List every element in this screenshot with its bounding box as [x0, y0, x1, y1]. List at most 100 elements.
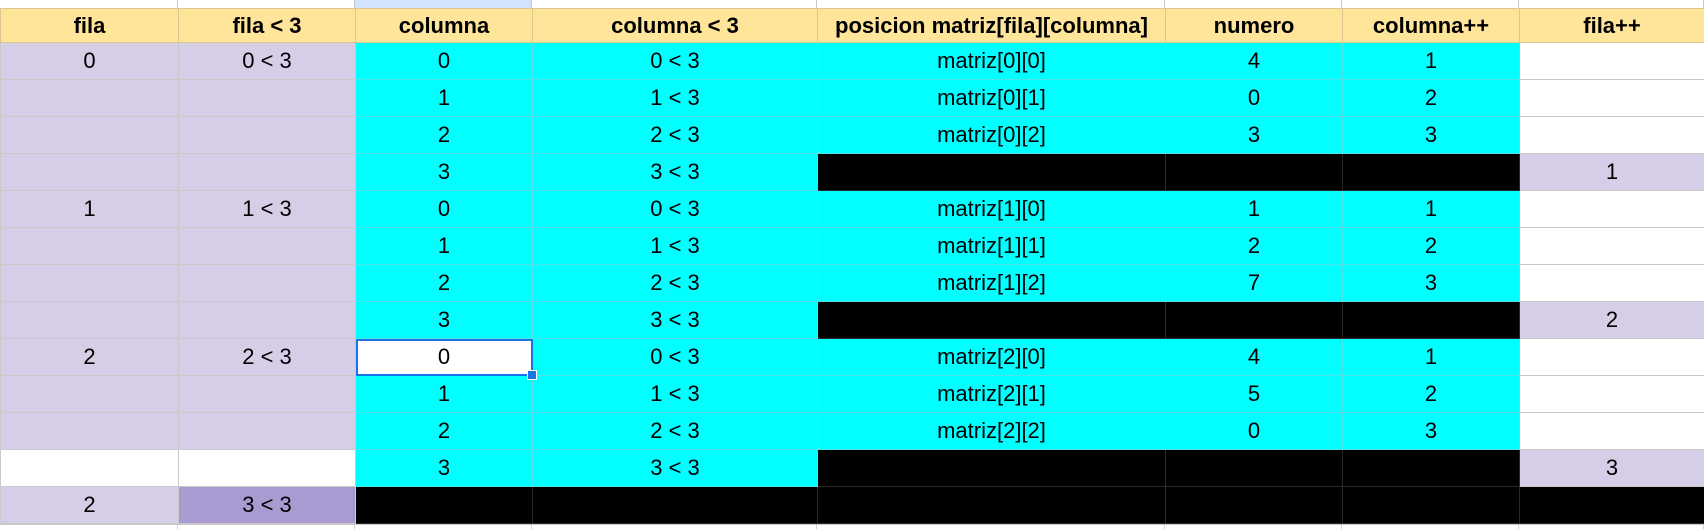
cell-posicion[interactable] — [817, 486, 1166, 524]
cell-fila-lt-3[interactable]: 2 < 3 — [178, 338, 356, 376]
cell-fila-lt-3[interactable] — [178, 449, 356, 487]
cell-fila[interactable] — [0, 301, 179, 339]
cell-fila-plus-plus[interactable]: 3 — [1519, 449, 1704, 487]
cell-columna-lt-3[interactable]: 1 < 3 — [532, 375, 818, 413]
header-cell-fila[interactable]: fila — [0, 8, 179, 43]
header-cell-columna-lt-3[interactable]: columna < 3 — [532, 8, 818, 43]
cell-posicion[interactable] — [817, 449, 1166, 487]
cell-fila-lt-3[interactable]: 1 < 3 — [178, 190, 356, 228]
cell-columna[interactable]: 1 — [355, 375, 533, 413]
cell-columna-plus-plus[interactable] — [1342, 449, 1520, 487]
column-letter-columna[interactable] — [355, 0, 532, 8]
cell-numero[interactable] — [1165, 153, 1343, 191]
cell-numero[interactable]: 7 — [1165, 264, 1343, 302]
cell-fila[interactable] — [0, 153, 179, 191]
cell-columna-plus-plus[interactable]: 1 — [1342, 338, 1520, 376]
cell-numero[interactable] — [1165, 449, 1343, 487]
cell-fila[interactable] — [0, 227, 179, 265]
cell-fila[interactable]: 2 — [0, 338, 179, 376]
cell-columna-plus-plus[interactable]: 3 — [1342, 412, 1520, 450]
cell-columna-lt-3[interactable]: 2 < 3 — [532, 412, 818, 450]
next-row-strip[interactable] — [0, 524, 1704, 529]
cell-numero[interactable]: 4 — [1165, 338, 1343, 376]
header-cell-numero[interactable]: numero — [1165, 8, 1343, 43]
cell-columna[interactable]: 0 — [355, 190, 533, 228]
cell-fila-lt-3[interactable]: 3 < 3 — [178, 486, 356, 524]
header-cell-fila-plus-plus[interactable]: fila++ — [1519, 8, 1704, 43]
cell-posicion[interactable]: matriz[2][0] — [817, 338, 1166, 376]
cell-posicion[interactable]: matriz[0][0] — [817, 42, 1166, 80]
cell-fila-plus-plus[interactable] — [1519, 190, 1704, 228]
cell-fila-lt-3[interactable] — [178, 412, 356, 450]
cell-fila-lt-3[interactable]: 0 < 3 — [178, 42, 356, 80]
cell-fila[interactable] — [0, 412, 179, 450]
cell-fila[interactable]: 0 — [0, 42, 179, 80]
cell-columna-lt-3[interactable]: 0 < 3 — [532, 42, 818, 80]
cell-columna-lt-3[interactable]: 3 < 3 — [532, 153, 818, 191]
cell-numero[interactable]: 4 — [1165, 42, 1343, 80]
cell-fila-plus-plus[interactable] — [1519, 338, 1704, 376]
empty-cell-columna-lt-3[interactable] — [532, 525, 817, 529]
cell-columna[interactable]: 3 — [355, 301, 533, 339]
cell-posicion[interactable]: matriz[2][1] — [817, 375, 1166, 413]
empty-cell-posicion[interactable] — [817, 525, 1165, 529]
cell-columna-lt-3[interactable]: 3 < 3 — [532, 301, 818, 339]
column-letter-numero[interactable] — [1165, 0, 1342, 8]
header-cell-posicion[interactable]: posicion matriz[fila][columna] — [817, 8, 1166, 43]
cell-fila-lt-3[interactable] — [178, 264, 356, 302]
cell-fila-plus-plus[interactable] — [1519, 79, 1704, 117]
cell-fila-lt-3[interactable] — [178, 375, 356, 413]
cell-fila-plus-plus[interactable] — [1519, 486, 1704, 524]
cell-numero[interactable]: 3 — [1165, 116, 1343, 154]
empty-cell-fila-lt-3[interactable] — [178, 525, 355, 529]
cell-fila-lt-3[interactable] — [178, 116, 356, 154]
cell-posicion[interactable]: matriz[0][2] — [817, 116, 1166, 154]
empty-cell-fila[interactable] — [0, 525, 178, 529]
cell-posicion[interactable] — [817, 153, 1166, 191]
cell-columna-lt-3[interactable]: 3 < 3 — [532, 449, 818, 487]
cell-fila[interactable]: 1 — [0, 190, 179, 228]
cell-columna-plus-plus[interactable]: 1 — [1342, 42, 1520, 80]
empty-cell-columna-plus-plus[interactable] — [1342, 525, 1519, 529]
cell-columna-lt-3[interactable]: 1 < 3 — [532, 79, 818, 117]
cell-columna-lt-3[interactable]: 0 < 3 — [532, 190, 818, 228]
cell-fila-lt-3[interactable] — [178, 79, 356, 117]
cell-posicion[interactable] — [817, 301, 1166, 339]
cell-fila-plus-plus[interactable] — [1519, 116, 1704, 154]
cell-columna[interactable]: 0 — [355, 42, 533, 80]
cell-columna-plus-plus[interactable]: 1 — [1342, 190, 1520, 228]
cell-fila-plus-plus[interactable] — [1519, 375, 1704, 413]
cell-columna[interactable]: 2 — [355, 264, 533, 302]
column-letter-fila-plus-plus[interactable] — [1519, 0, 1704, 8]
cell-numero[interactable]: 1 — [1165, 190, 1343, 228]
cell-columna-plus-plus[interactable]: 3 — [1342, 116, 1520, 154]
cell-columna[interactable]: 3 — [355, 449, 533, 487]
cell-columna[interactable] — [355, 486, 533, 524]
column-letter-columna-lt-3[interactable] — [532, 0, 817, 8]
cell-columna-plus-plus[interactable] — [1342, 486, 1520, 524]
cell-fila[interactable]: 2 — [0, 486, 179, 524]
cell-columna[interactable]: 3 — [355, 153, 533, 191]
cell-fila-lt-3[interactable] — [178, 227, 356, 265]
cell-columna[interactable]: 2 — [355, 412, 533, 450]
header-cell-columna[interactable]: columna — [355, 8, 533, 43]
cell-columna[interactable]: 1 — [355, 227, 533, 265]
cell-fila-plus-plus[interactable] — [1519, 264, 1704, 302]
cell-columna-lt-3[interactable]: 0 < 3 — [532, 338, 818, 376]
cell-columna-lt-3[interactable]: 2 < 3 — [532, 264, 818, 302]
cell-fila-plus-plus[interactable] — [1519, 227, 1704, 265]
cell-numero[interactable]: 2 — [1165, 227, 1343, 265]
active-cell[interactable]: 0 — [355, 338, 533, 376]
header-cell-fila-lt-3[interactable]: fila < 3 — [178, 8, 356, 43]
column-letter-columna-plus-plus[interactable] — [1342, 0, 1519, 8]
cell-fila[interactable] — [0, 79, 179, 117]
cell-columna-plus-plus[interactable] — [1342, 301, 1520, 339]
cell-numero[interactable]: 0 — [1165, 79, 1343, 117]
cell-columna-lt-3[interactable] — [532, 486, 818, 524]
cell-posicion[interactable]: matriz[1][0] — [817, 190, 1166, 228]
cell-columna[interactable]: 2 — [355, 116, 533, 154]
cell-posicion[interactable]: matriz[0][1] — [817, 79, 1166, 117]
cell-numero[interactable] — [1165, 486, 1343, 524]
column-letter-fila[interactable] — [0, 0, 178, 8]
cell-columna-plus-plus[interactable]: 3 — [1342, 264, 1520, 302]
